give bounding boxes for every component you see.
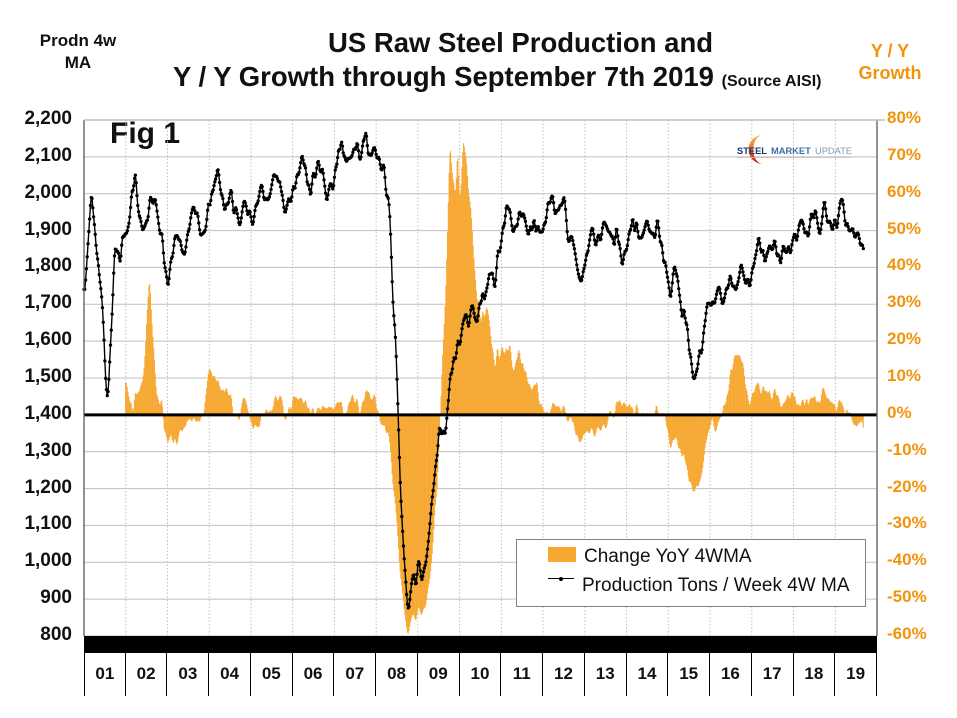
svg-text:UPDATE: UPDATE — [815, 146, 852, 156]
svg-text:STEEL: STEEL — [737, 146, 767, 156]
svg-text:MARKET: MARKET — [771, 146, 811, 156]
